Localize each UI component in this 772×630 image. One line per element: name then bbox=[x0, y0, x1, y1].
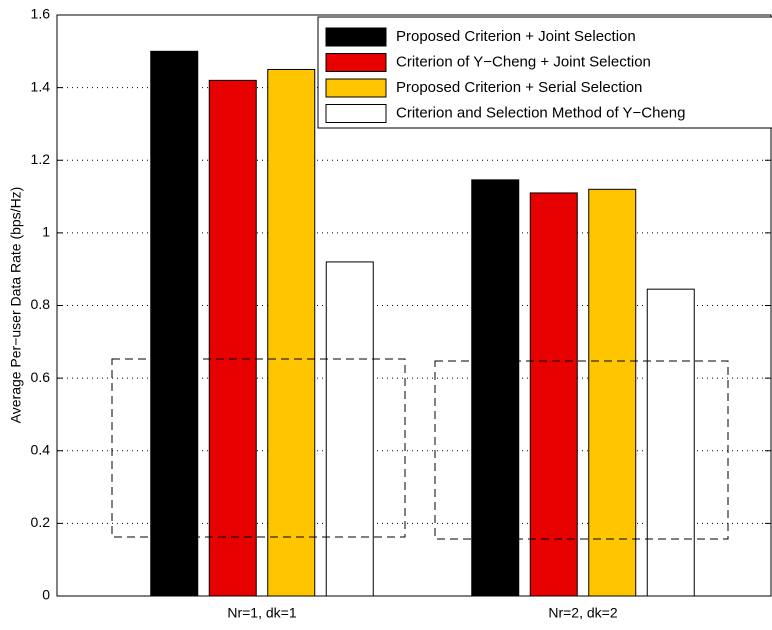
axes-frame bbox=[56, 14, 772, 597]
y-tick-label: 1.4 bbox=[31, 78, 51, 94]
legend-label: Proposed Criterion + Joint Selection bbox=[396, 28, 636, 45]
legend-label: Proposed Criterion + Serial Selection bbox=[396, 79, 642, 96]
y-tick-label: 0.2 bbox=[31, 514, 51, 530]
y-tick-label: 0.6 bbox=[31, 369, 51, 385]
bar bbox=[588, 188, 637, 597]
y-axis-label: Average Per−user Data Rate (bps/Hz) bbox=[8, 187, 24, 424]
x-tick-label: Nr=1, dk=1 bbox=[227, 605, 296, 621]
bar bbox=[267, 68, 316, 597]
x-tick-label: Nr=2, dk=2 bbox=[548, 605, 617, 621]
y-tick-label: 1.6 bbox=[31, 6, 51, 22]
bar bbox=[646, 288, 695, 597]
legend-swatch bbox=[325, 104, 387, 123]
legend-swatch bbox=[325, 53, 387, 72]
legend-swatch bbox=[325, 78, 387, 98]
plot-area: 0 0.2 0.4 0.6 0.8 1 1.2 1.4 1.6 Nr=1, dk=1 Nr=2, d… bbox=[31, 6, 771, 621]
y-tick-label: 0.8 bbox=[31, 296, 51, 312]
legend: Proposed Criterion + Joint Selection Crit… bbox=[317, 16, 772, 129]
bar bbox=[471, 179, 520, 597]
bar bbox=[208, 79, 257, 597]
y-tick-label: 1.2 bbox=[31, 151, 51, 167]
legend-label: Criterion of Y−Cheng + Joint Selection bbox=[396, 53, 651, 70]
y-tick-label: 1 bbox=[42, 224, 50, 240]
legend-swatch bbox=[325, 27, 387, 47]
y-tick-label: 0.4 bbox=[31, 441, 51, 457]
bar bbox=[529, 192, 578, 597]
highlight-box bbox=[434, 360, 729, 540]
bar bbox=[150, 50, 199, 597]
bar bbox=[325, 261, 374, 597]
y-tick-label: 0 bbox=[42, 587, 50, 603]
legend-box bbox=[317, 16, 772, 129]
legend-label: Criterion and Selection Method of Y−Chen… bbox=[396, 104, 686, 121]
highlight-box bbox=[111, 358, 406, 538]
